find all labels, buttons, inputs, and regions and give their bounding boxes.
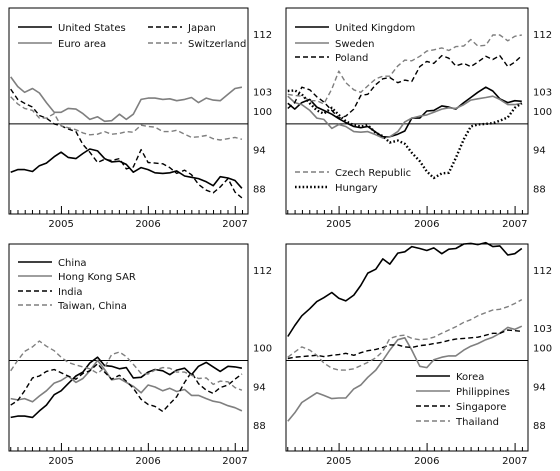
y-tick-label: 94 — [253, 146, 266, 157]
series-line-japan — [10, 88, 243, 199]
series-line-thailand — [287, 298, 523, 371]
legend-label: Philippines — [456, 387, 510, 398]
legend-label: United Kingdom — [335, 23, 415, 34]
legend-label: Switzerland — [188, 39, 246, 50]
y-tick-label: 88 — [533, 184, 546, 195]
y-tick-label: 112 — [253, 30, 272, 41]
x-tick-label: 2006 — [135, 456, 160, 467]
x-tick-label: 2006 — [135, 219, 160, 230]
y-tick-label: 100 — [253, 344, 272, 355]
y-tick-label: 94 — [533, 146, 546, 157]
y-tick-label: 88 — [253, 184, 266, 195]
series-line-china — [10, 356, 243, 419]
y-tick-label: 100 — [533, 344, 552, 355]
y-tick-label: 94 — [253, 382, 266, 393]
y-tick-label: 100 — [253, 107, 272, 118]
panel-bottom-right: 2005 2006 2007 88 94 100 103 112 Korea Philippine… — [285, 241, 552, 467]
series-line-united-states — [10, 148, 243, 189]
series-line-sweden — [287, 95, 522, 139]
series-line-hong-kong-sar — [10, 359, 243, 412]
x-tick-label: 2007 — [502, 456, 527, 467]
legend-label: Japan — [187, 23, 216, 34]
legend-label: China — [58, 258, 87, 269]
y-tick-label: 112 — [533, 30, 552, 41]
legend-label: Hong Kong SAR — [58, 272, 136, 283]
legend-label: Taiwan, China — [57, 301, 127, 312]
legend-label: Sweden — [335, 39, 375, 50]
x-tick-label: 2005 — [326, 219, 351, 230]
y-tick-label: 94 — [533, 382, 546, 393]
legend-label: Korea — [456, 372, 484, 383]
y-tick-label: 112 — [533, 266, 552, 277]
plot-frame — [8, 243, 249, 452]
y-tick-label: 88 — [533, 421, 546, 432]
x-tick-label: 2007 — [222, 456, 247, 467]
plot-frame — [285, 243, 529, 452]
series-line-euro-area — [10, 76, 243, 123]
legend-label: Hungary — [335, 183, 378, 194]
series-line-switzerland — [10, 96, 243, 141]
series-line-philippines — [287, 325, 523, 422]
x-tick-label: 2005 — [48, 456, 73, 467]
y-tick-label: 103 — [533, 324, 552, 335]
y-tick-label: 88 — [253, 421, 266, 432]
legend-label: Euro area — [58, 39, 106, 50]
series-line-czech-republic — [287, 34, 522, 105]
x-tick-label: 2005 — [48, 219, 73, 230]
x-tick-label: 2006 — [414, 219, 439, 230]
x-tick-label: 2007 — [502, 219, 527, 230]
series-line-india — [10, 363, 243, 413]
x-tick-label: 2006 — [414, 456, 439, 467]
legend-label: Thailand — [455, 417, 499, 428]
panel-bottom-left: 2005 2006 2007 88 94 100 112 China Hong Kong SAR… — [8, 243, 272, 467]
series-line-korea — [287, 241, 523, 337]
series-line-hungary — [287, 89, 523, 180]
legend-label: India — [58, 287, 83, 298]
y-tick-label: 103 — [253, 88, 272, 99]
y-tick-label: 103 — [533, 88, 552, 99]
x-tick-label: 2007 — [222, 219, 247, 230]
panel-top-right: 2005 2006 2007 88 94 100 103 112 United Kingdom S… — [285, 7, 552, 230]
legend-label: United States — [58, 23, 126, 34]
legend-label: Singapore — [456, 402, 506, 413]
plot-frame — [285, 7, 529, 215]
x-tick-label: 2005 — [326, 456, 351, 467]
y-tick-label: 100 — [533, 107, 552, 118]
panel-top-left: 2005 2006 2007 88 94 100 103 112 United States Ja… — [8, 7, 272, 230]
series-line-singapore — [287, 329, 522, 360]
y-tick-label: 112 — [253, 266, 272, 277]
legend-label: Poland — [335, 53, 368, 64]
series-line-poland — [287, 54, 523, 119]
legend-label: Czech Republic — [335, 168, 411, 179]
series-line-united-kingdom — [287, 86, 522, 138]
plot-frame — [8, 7, 249, 215]
